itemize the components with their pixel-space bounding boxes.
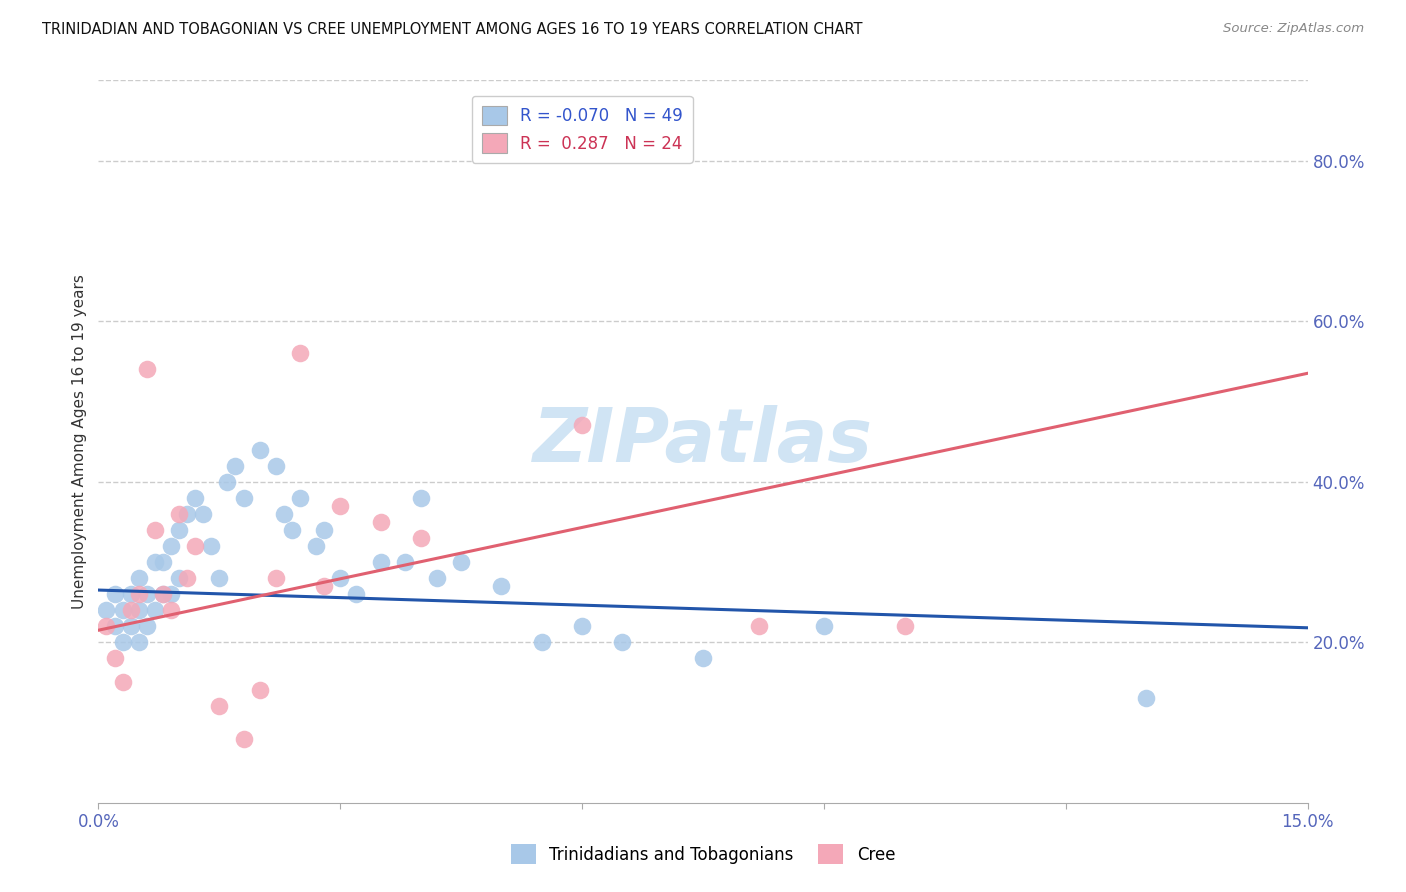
Point [135, 587, 157, 601]
Point [120, 619, 142, 633]
Point [111, 675, 134, 690]
Point [813, 619, 835, 633]
Point [264, 458, 287, 473]
Point [128, 603, 150, 617]
Point [224, 458, 246, 473]
Point [152, 587, 174, 601]
Point [748, 619, 770, 633]
Point [264, 571, 287, 585]
Point [344, 587, 367, 601]
Text: ZIPatlas: ZIPatlas [533, 405, 873, 478]
Point [232, 491, 254, 505]
Point [305, 539, 328, 553]
Point [120, 603, 142, 617]
Text: Source: ZipAtlas.com: Source: ZipAtlas.com [1223, 22, 1364, 36]
Point [167, 571, 190, 585]
Point [329, 499, 352, 513]
Point [160, 603, 183, 617]
Point [426, 571, 449, 585]
Point [103, 651, 125, 665]
Point [530, 635, 553, 649]
Point [103, 619, 125, 633]
Point [394, 555, 416, 569]
Point [314, 579, 336, 593]
Point [167, 523, 190, 537]
Point [160, 539, 183, 553]
Point [135, 362, 157, 376]
Point [409, 531, 432, 545]
Point [217, 475, 239, 489]
Point [491, 579, 513, 593]
Point [143, 555, 166, 569]
Point [409, 491, 432, 505]
Point [96, 619, 118, 633]
Point [571, 619, 593, 633]
Point [329, 571, 352, 585]
Point [571, 418, 593, 433]
Point [152, 587, 174, 601]
Point [1135, 691, 1157, 706]
Point [128, 635, 150, 649]
Point [612, 635, 634, 649]
Point [370, 555, 392, 569]
Point [232, 731, 254, 746]
Point [167, 507, 190, 521]
Point [249, 442, 271, 457]
Point [176, 571, 198, 585]
Point [128, 587, 150, 601]
Point [96, 603, 118, 617]
Point [111, 603, 134, 617]
Point [184, 539, 207, 553]
Point [128, 571, 150, 585]
Point [176, 507, 198, 521]
Legend: Trinidadians and Tobagonians, Cree: Trinidadians and Tobagonians, Cree [505, 838, 901, 871]
Point [111, 635, 134, 649]
Point [370, 515, 392, 529]
Point [249, 683, 271, 698]
Point [193, 507, 215, 521]
Point [893, 619, 915, 633]
Point [103, 587, 125, 601]
Point [314, 523, 336, 537]
Point [143, 603, 166, 617]
Text: TRINIDADIAN AND TOBAGONIAN VS CREE UNEMPLOYMENT AMONG AGES 16 TO 19 YEARS CORREL: TRINIDADIAN AND TOBAGONIAN VS CREE UNEMP… [42, 22, 863, 37]
Y-axis label: Unemployment Among Ages 16 to 19 years: Unemployment Among Ages 16 to 19 years [72, 274, 87, 609]
Point [288, 491, 311, 505]
Legend: R = -0.070   N = 49, R =  0.287   N = 24: R = -0.070 N = 49, R = 0.287 N = 24 [471, 95, 693, 162]
Point [208, 571, 231, 585]
Point [208, 699, 231, 714]
Point [200, 539, 222, 553]
Point [120, 587, 142, 601]
Point [143, 523, 166, 537]
Point [281, 523, 304, 537]
Point [184, 491, 207, 505]
Point [160, 587, 183, 601]
Point [450, 555, 472, 569]
Point [692, 651, 714, 665]
Point [152, 555, 174, 569]
Point [288, 346, 311, 360]
Point [273, 507, 295, 521]
Point [135, 619, 157, 633]
